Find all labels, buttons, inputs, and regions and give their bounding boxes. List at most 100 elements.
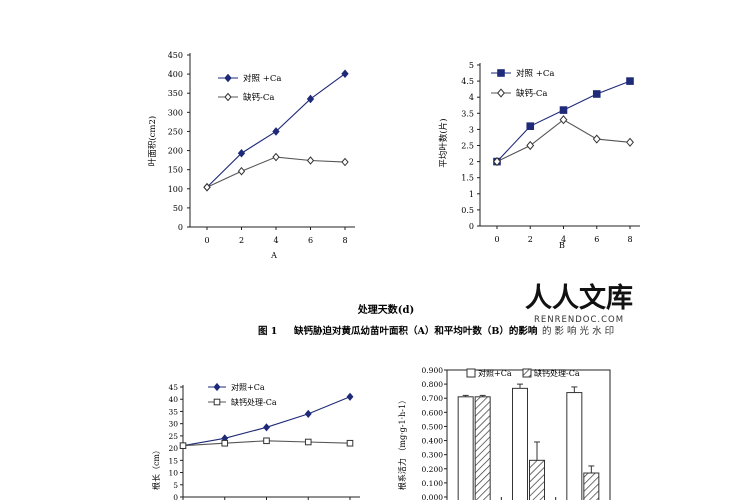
data-point [592,90,601,98]
y-tick-label: 400 [168,70,183,79]
data-point [526,122,535,130]
y-tick-label: 10 [168,469,178,478]
y-tick-label: 45 [168,383,178,392]
legend-label: 缺钙处理-Ca [534,368,580,378]
y-tick-label: 0.300 [422,451,444,460]
data-point [341,69,349,78]
y-tick-label: 25 [168,432,178,441]
x-tick-label: 2 [239,236,244,245]
data-point [592,134,601,144]
data-point [272,152,280,162]
data-point [626,137,634,147]
y-tick-label: 4.5 [461,77,474,86]
data-point [493,157,501,167]
watermark: 人人文库 RENRENDOC.COM 的 影 响 光 水 印 [525,282,633,337]
x-tick-label: 6 [308,236,313,245]
legend-label: 对照 +Ca [243,73,281,84]
y-tick-label: 30 [168,420,178,429]
y-tick-label: 15 [168,456,178,465]
x-tick-label: 0 [494,235,499,244]
data-point [626,77,634,85]
y-tick-label: 0.100 [422,479,444,488]
data-point [272,127,280,136]
y-tick-label: 0.500 [422,422,444,431]
y-tick-label: 3 [469,125,474,134]
y-tick-label: 0.900 [422,366,444,375]
series-line [206,156,346,188]
data-point [179,442,187,449]
legend-swatch [522,368,532,378]
y-tick-label: 1 [469,190,474,199]
legend-swatch [466,368,476,378]
data-point [221,439,229,447]
y-tick-label: 5 [469,61,474,70]
data-point [263,437,270,445]
y-tick-label: 1.5 [461,174,474,183]
y-tick-label: 2.5 [461,142,474,151]
chart-d: 0.000 0.100 0.200 0.300 0.400 0.500 0.600 0.700… [397,366,611,503]
data-point [237,148,246,158]
y-tick-label: 250 [168,127,183,136]
data-point [526,140,535,151]
y-tick-label: 0.400 [422,437,444,446]
figure-caption: 缺钙胁迫对黄瓜幼苗叶面积（A）和平均叶数（B）的影响 [293,325,538,337]
data-point [306,156,315,165]
x-tick-label: 8 [342,236,347,245]
y-axis-label: 根系活力 （mg·g-1·h-1） [397,396,407,490]
legend-marker [213,398,221,406]
legend-label: 缺钙-Ca [243,92,274,103]
bar [529,459,545,503]
legend-label: 对照+Ca [478,368,512,378]
data-point [346,439,354,447]
bar [474,396,491,503]
y-tick-label: 3.5 [461,109,474,118]
x-axis-label: B [559,241,565,250]
data-point [203,182,211,192]
y-tick-label: 2 [469,158,474,167]
bar [457,396,474,503]
bar [512,387,528,503]
y-tick-label: 0.200 [422,465,444,474]
y-tick-label: 0.800 [422,380,444,389]
legend-label: 缺钙-Ca [516,88,547,99]
legend-label: 对照+Ca [231,382,265,392]
y-tick-label: 450 [168,51,183,60]
data-point [341,157,349,167]
bar [583,472,600,503]
y-tick-label: 0 [178,223,183,232]
y-tick-label: 5 [173,481,178,490]
y-tick-label: 0.5 [461,206,474,215]
legend-marker [497,88,505,98]
y-tick-label: 0.000 [422,493,444,500]
x-axis-label: A [270,251,277,260]
y-tick-label: 0 [469,222,474,231]
legend-marker [213,382,221,392]
y-tick-label: 35 [168,407,178,416]
y-tick-label: 100 [168,185,183,194]
legend-marker [497,69,505,77]
y-tick-label: 300 [168,108,183,117]
data-point [304,438,312,446]
y-axis-label: 平均叶数(片) [438,118,449,167]
y-tick-label: 0.700 [422,394,444,403]
data-point [559,106,568,114]
y-tick-label: 20 [168,444,178,453]
x-tick-label: 8 [627,235,632,244]
bar [566,392,583,503]
y-tick-label: 0 [173,493,178,500]
y-axis-label: 根长（cm） [151,446,161,490]
y-tick-label: 200 [168,147,183,156]
figure-number: 图 1 [258,326,277,337]
data-point [346,392,354,401]
x-tick-label: 6 [594,235,599,244]
legend-marker [224,73,232,83]
x-tick-label: 4 [273,236,278,245]
watermark-logo: 人人文库 [525,282,633,314]
x-tick-label: 2 [528,235,533,244]
y-tick-label: 40 [168,395,178,404]
chart-b: 0 0.5 1 1.5 2 2.5 3 3.5 4 4.5 5 0 2 4 6 8 平均叶数(片) B 对照 +Ca… [438,61,640,250]
y-tick-label: 350 [168,89,183,98]
legend-marker [224,92,232,102]
